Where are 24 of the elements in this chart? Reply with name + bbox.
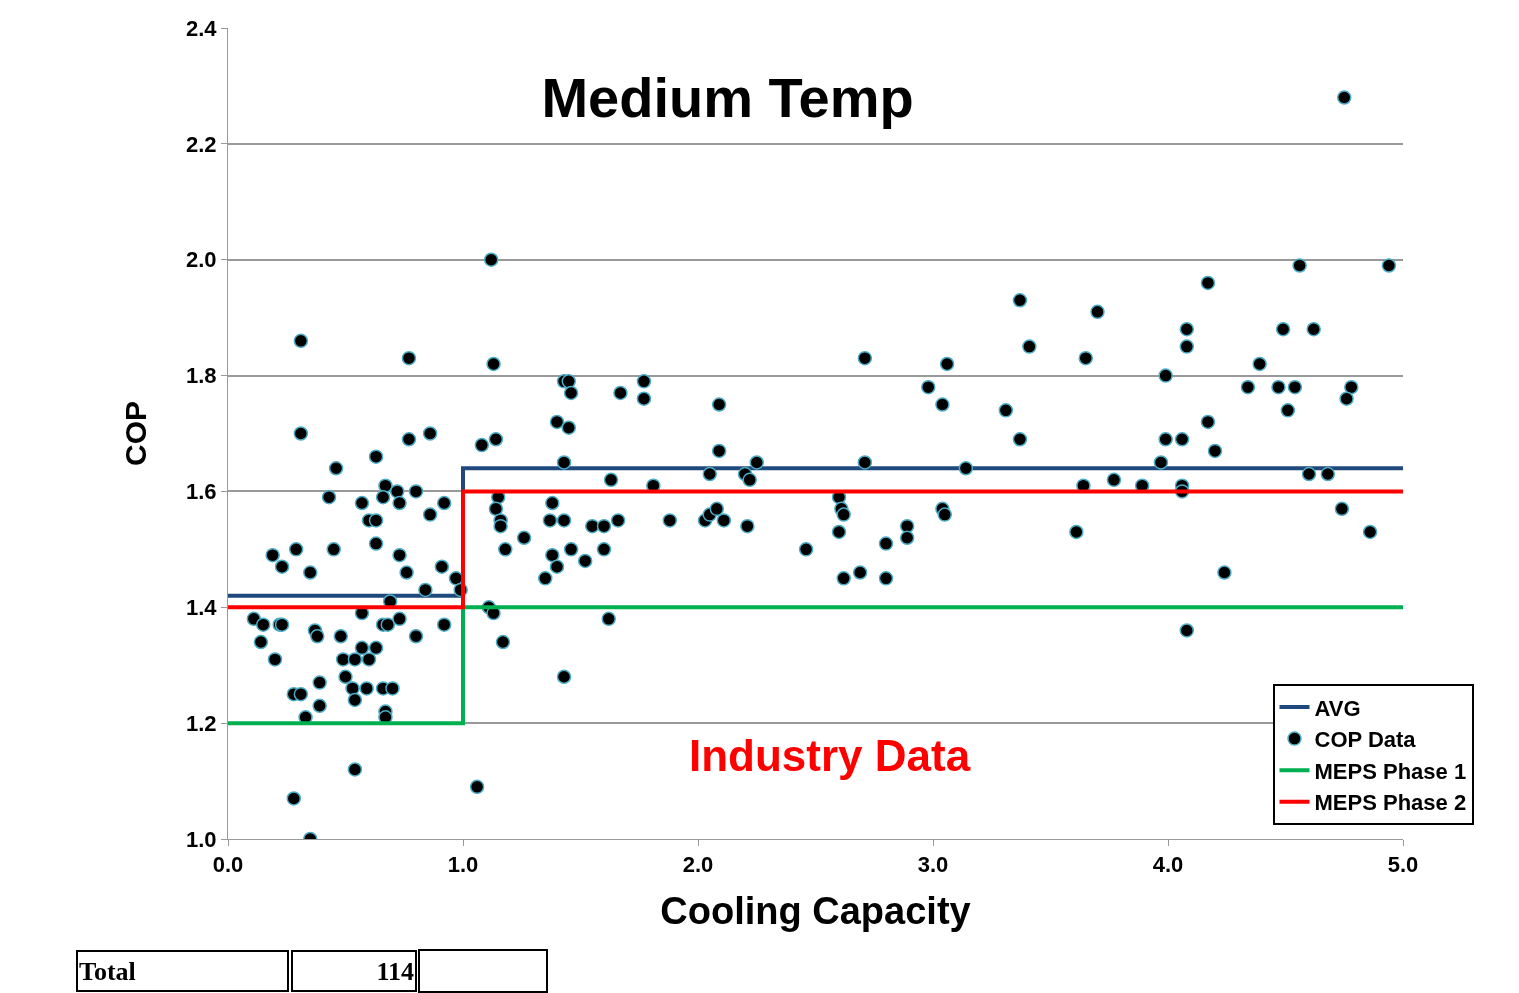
- annotation: Industry Data: [689, 731, 971, 780]
- x-tick-label: 1.0: [447, 852, 479, 878]
- legend-label: AVG: [1314, 695, 1361, 721]
- text: Total: [79, 956, 136, 986]
- y-tick-label: 2.4: [186, 15, 218, 41]
- x-tick-label: 2.0: [682, 852, 714, 878]
- y-tick-label: 1.0: [186, 826, 217, 852]
- x-tick-label: 5.0: [1387, 852, 1419, 878]
- x-tick-label: 3.0: [917, 852, 949, 878]
- y-tick-label: 2.2: [186, 131, 217, 157]
- x-axis-title: Cooling Capacity: [660, 889, 971, 932]
- legend-label: COP Data: [1314, 727, 1417, 753]
- y-tick-label: 1.4: [186, 594, 218, 620]
- legend-label: MEPS Phase 2: [1314, 790, 1467, 816]
- x-tick-label: 0.0: [212, 852, 244, 878]
- y-tick-label: 1.2: [186, 710, 217, 736]
- y-tick-label: 1.6: [186, 479, 217, 505]
- legend-label: MEPS Phase 1: [1314, 758, 1467, 784]
- text: Medium Temp: [541, 65, 914, 129]
- y-axis-title: COP: [119, 400, 153, 467]
- x-tick-label: 4.0: [1152, 852, 1184, 878]
- y-tick-label: 1.8: [186, 363, 217, 389]
- text: 114: [376, 956, 414, 986]
- y-tick-label: 2.0: [186, 247, 217, 273]
